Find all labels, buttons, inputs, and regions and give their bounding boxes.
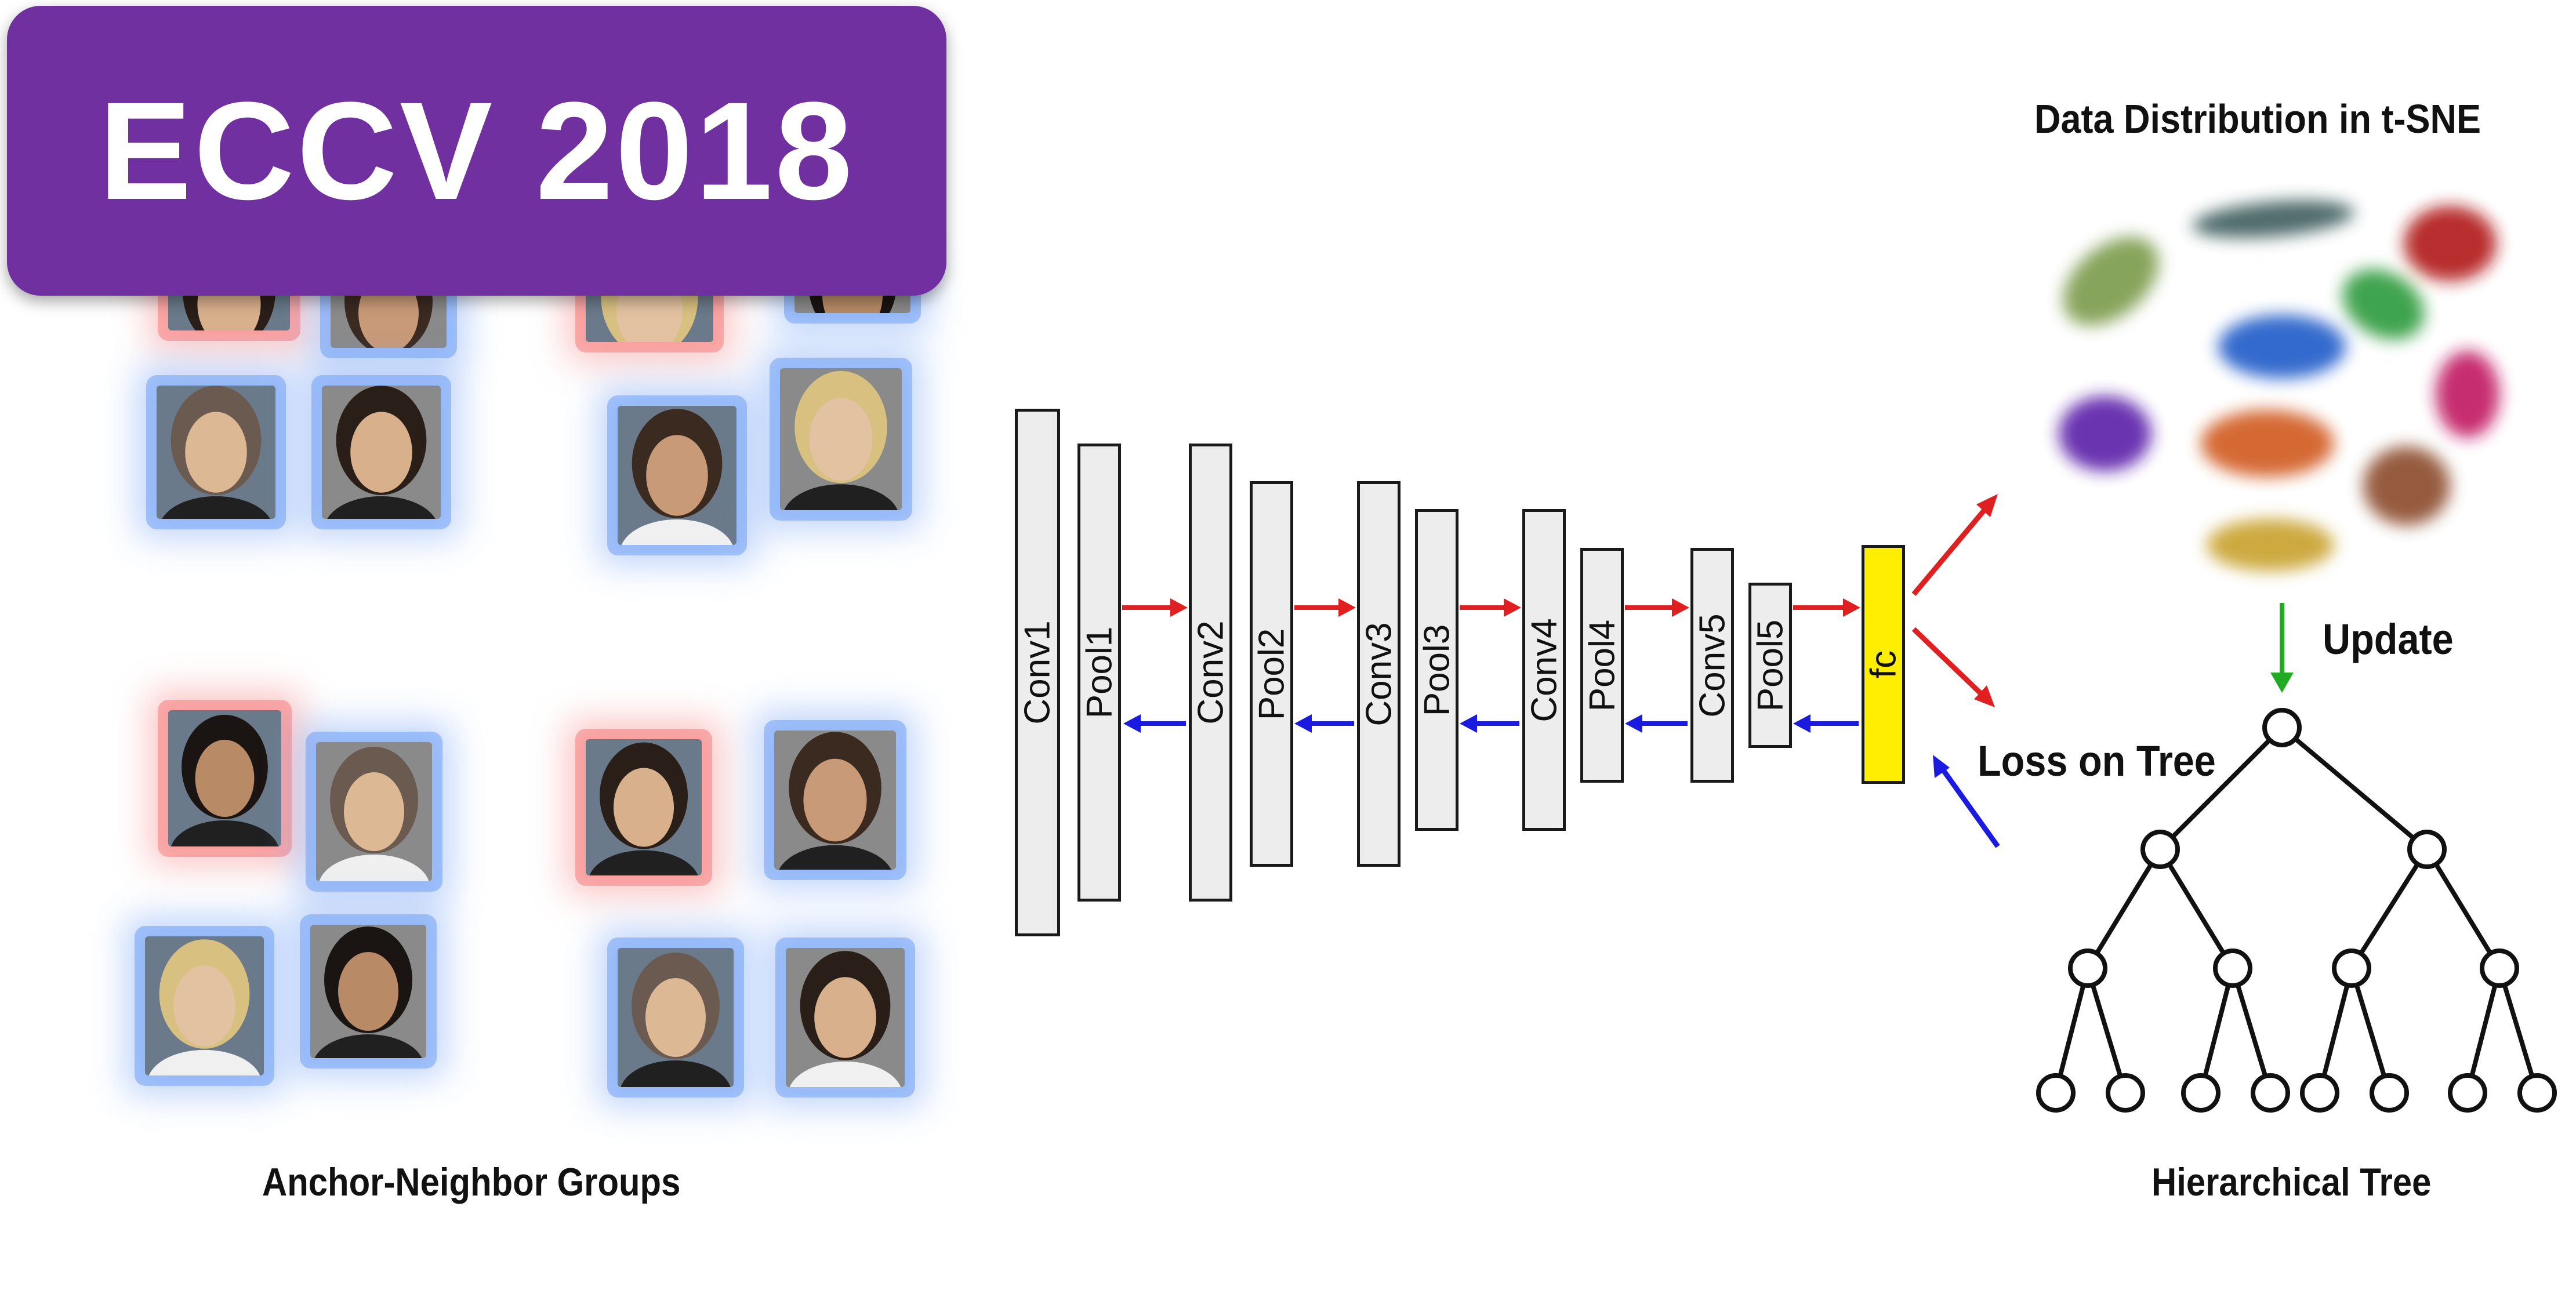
tsne-cluster (2342, 269, 2425, 340)
layer-pool4: Pool4 (1580, 548, 1624, 783)
face-thumbnail (157, 386, 275, 519)
hierarchical-tree (2036, 708, 2557, 1113)
tsne-cluster (2207, 519, 2334, 571)
tree-node (2407, 830, 2447, 869)
tsne-cluster (2404, 206, 2497, 281)
layer-conv2: Conv2 (1189, 444, 1232, 902)
face-thumbnail (310, 925, 426, 1058)
tsne-title: Data Distribution in t-SNE (2034, 96, 2481, 141)
layer-pool1: Pool1 (1077, 444, 1121, 902)
tsne-cluster (2059, 396, 2151, 471)
tsne-cluster (2436, 351, 2499, 438)
forward-arrowhead (1504, 598, 1521, 617)
arrowhead-to-tsne (1976, 494, 1998, 517)
face-illustration (168, 710, 281, 846)
update-arrowhead (2270, 673, 2294, 693)
layer-conv5: Conv5 (1690, 548, 1734, 783)
tree-node (2068, 949, 2107, 988)
update-label: Update (2323, 615, 2454, 663)
face-thumbnail (780, 368, 902, 510)
arrow-to-loss (1911, 627, 1989, 701)
face-thumbnail (618, 948, 734, 1087)
backward-arrowhead (1793, 714, 1811, 733)
tsne-cluster (2218, 315, 2346, 379)
tree-node (2517, 1073, 2557, 1113)
face-illustration (786, 948, 905, 1087)
layer-conv1: Conv1 (1015, 409, 1060, 936)
face-illustration (157, 386, 275, 519)
loss-on-tree-label: Loss on Tree (1978, 737, 2216, 785)
layer-conv4: Conv4 (1522, 509, 1566, 831)
tree-node (2213, 949, 2252, 988)
forward-arrows (1122, 598, 1860, 617)
face-illustration (310, 925, 426, 1058)
backward-arrowhead (1460, 714, 1477, 733)
tree-node (2480, 949, 2519, 988)
face-thumbnail (786, 948, 905, 1087)
tree-node (2300, 1073, 2339, 1113)
fc-output-arrows (1911, 494, 2000, 848)
face-illustration (780, 368, 902, 510)
tree-caption: Hierarchical Tree (2151, 1160, 2432, 1204)
backward-arrowhead (1123, 714, 1141, 733)
tsne-cluster (2192, 200, 2354, 238)
tree-node (2332, 949, 2371, 988)
forward-arrowhead (1338, 598, 1356, 617)
layer-conv3: Conv3 (1357, 481, 1401, 867)
layer-pool3: Pool3 (1415, 509, 1458, 831)
face-thumbnail (145, 936, 264, 1075)
tree-node (2181, 1073, 2221, 1113)
layer-fc: fc (1862, 545, 1905, 784)
tsne-cluster (2201, 410, 2334, 477)
arrowhead-loss-back (1933, 755, 1950, 778)
face-illustration (145, 936, 264, 1075)
forward-arrowhead (1170, 598, 1188, 617)
tree-node (2262, 708, 2302, 747)
face-thumbnail (618, 406, 736, 545)
face-illustration (322, 386, 441, 519)
face-thumbnail (774, 731, 896, 870)
layer-pool2: Pool2 (1250, 481, 1293, 867)
tsne-cluster (2063, 237, 2159, 326)
tree-node (2036, 1073, 2076, 1113)
tree-node (2106, 1073, 2145, 1113)
arrowhead-to-loss (1974, 685, 1995, 707)
anchor-neighbor-caption: Anchor-Neighbor Groups (262, 1160, 681, 1204)
tree-node (2370, 1073, 2409, 1113)
face-illustration (586, 739, 702, 875)
layer-pool5: Pool5 (1748, 583, 1792, 748)
forward-arrowhead (1843, 598, 1860, 617)
face-illustration (618, 948, 734, 1087)
face-thumbnail (322, 386, 441, 519)
tsne-clusters (2059, 200, 2499, 571)
face-thumbnail (168, 710, 281, 846)
arrow-loss-back (1938, 764, 2000, 848)
face-thumbnail (586, 739, 702, 875)
tree-node (2140, 830, 2180, 869)
face-illustration (316, 742, 432, 881)
arrow-to-tsne (1911, 503, 1991, 596)
conference-badge: ECCV 2018 (7, 6, 946, 296)
tsne-cluster (2363, 446, 2450, 525)
tree-node (2251, 1073, 2290, 1113)
backward-arrowhead (1625, 714, 1642, 733)
tree-node (2448, 1073, 2487, 1113)
face-illustration (618, 406, 736, 545)
face-thumbnail (316, 742, 432, 881)
face-illustration (774, 731, 896, 870)
forward-arrowhead (1672, 598, 1689, 617)
backward-arrowhead (1294, 714, 1312, 733)
backward-arrows (1123, 714, 1859, 733)
